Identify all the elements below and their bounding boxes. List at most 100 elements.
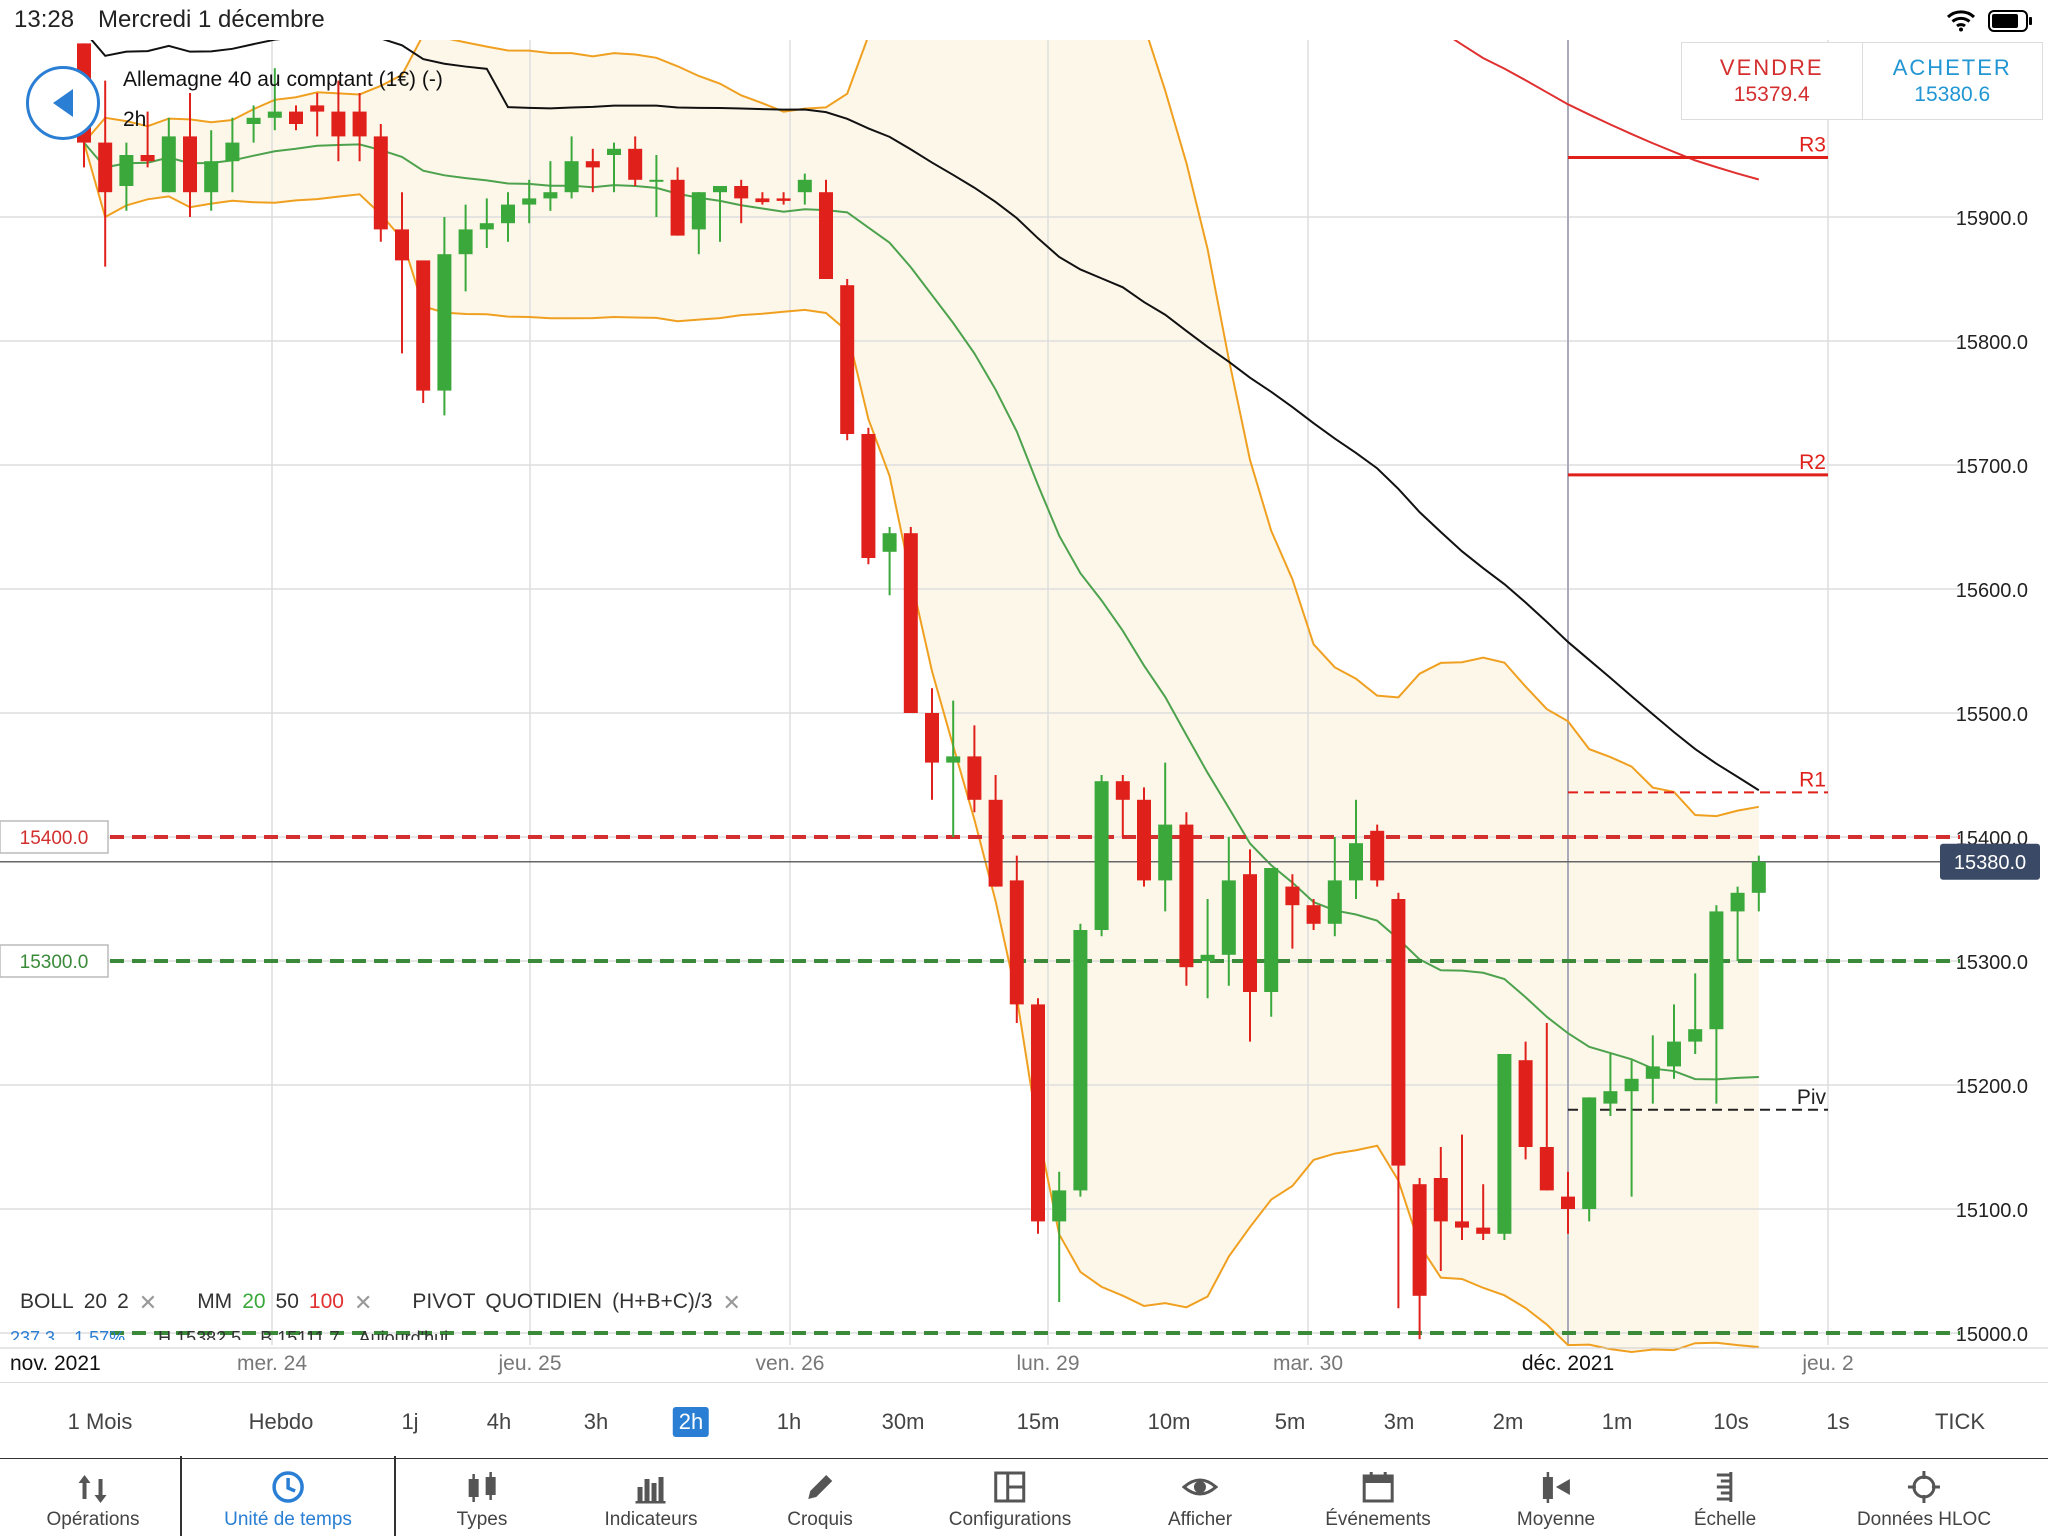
candle-body — [1391, 899, 1406, 1166]
candle-body — [1221, 880, 1236, 955]
nav-scale[interactable]: Échelle — [1694, 1459, 1756, 1537]
timeframe-30m[interactable]: 30m — [881, 1409, 925, 1434]
remove-pivot-icon[interactable]: ✕ — [722, 1290, 741, 1315]
price-chart[interactable]: R3 R2 R1 Piv 15400.0 15300.0 15000.0 15100.0 152… — [0, 40, 2048, 1380]
nav-crosshair[interactable]: Données HLOC — [1857, 1459, 1991, 1537]
candle-body — [1264, 868, 1279, 992]
nav-candles[interactable]: Types — [457, 1459, 507, 1537]
battery-icon — [1988, 10, 2032, 32]
timeframe-4h[interactable]: 4h — [486, 1409, 512, 1434]
candle-body — [988, 799, 1003, 887]
nav-active-highlight — [180, 1456, 396, 1536]
status-bar: 13:28 Mercredi 1 décembre — [0, 0, 2048, 40]
nav-label: Données HLOC — [1856, 1509, 1992, 1530]
candle-body — [183, 136, 197, 193]
nav-layout[interactable]: Configurations — [948, 1459, 1072, 1537]
status-date: Mercredi 1 décembre — [98, 6, 325, 33]
y-tick-label: 15000.0 — [1956, 1324, 2028, 1346]
sell-price: 15379.4 — [1733, 83, 1810, 106]
candle-body — [1603, 1091, 1618, 1104]
summary-pct: 1.57% — [74, 1328, 126, 1340]
y-tick-label: 15900.0 — [1956, 208, 2028, 230]
y-tick-label: 15500.0 — [1956, 704, 2028, 726]
nav-label: Croquis — [787, 1509, 853, 1530]
x-tick-label: ven. 26 — [756, 1352, 825, 1375]
candle-body — [522, 198, 537, 205]
candle-body — [861, 434, 876, 558]
remove-mm-icon[interactable]: ✕ — [353, 1290, 373, 1315]
nav-clock[interactable]: Unité de temps — [224, 1459, 352, 1537]
candle-body — [204, 161, 219, 193]
candle-body — [1052, 1190, 1067, 1222]
candle-body — [373, 136, 388, 230]
candle-body — [1285, 886, 1300, 906]
candle-body — [331, 111, 346, 137]
summary-high: H 15382.5 — [158, 1328, 242, 1340]
buy-button[interactable]: ACHETER 15380.6 — [1861, 43, 2043, 119]
candle-body — [98, 142, 113, 193]
nav-calendar[interactable]: Événements — [1325, 1459, 1431, 1537]
nav-arrows-updown[interactable]: Opérations — [47, 1459, 139, 1537]
mm-p1: 20 — [242, 1290, 266, 1313]
timeframe-1-mois[interactable]: 1 Mois — [67, 1409, 133, 1434]
sell-button[interactable]: VENDRE 15379.4 — [1682, 43, 1862, 119]
candle-body — [713, 186, 727, 193]
x-tick-label: mer. 24 — [237, 1352, 307, 1375]
boll-p2: 2 — [117, 1290, 129, 1313]
candle-body — [776, 198, 791, 201]
candle-body — [797, 179, 812, 193]
timeframe-1s[interactable]: 1s — [1826, 1409, 1850, 1434]
timeframe-10s[interactable]: 10s — [1713, 1409, 1749, 1434]
candle-body — [946, 756, 961, 763]
timeframe-tick[interactable]: TICK — [1934, 1409, 1986, 1434]
mm50-line — [90, 40, 1760, 792]
candle-body — [628, 148, 643, 180]
buy-label: ACHETER — [1892, 55, 2012, 80]
back-button[interactable] — [26, 66, 100, 140]
timeframe-1h[interactable]: 1h — [776, 1409, 802, 1434]
candle-body — [458, 229, 473, 255]
timeframe-1m[interactable]: 1m — [1601, 1409, 1633, 1434]
timeframe-hebdo[interactable]: Hebdo — [248, 1409, 314, 1434]
candle-body — [1433, 1178, 1448, 1222]
remove-boll-icon[interactable]: ✕ — [138, 1290, 158, 1315]
candle-body — [1349, 843, 1363, 881]
nav-average[interactable]: Moyenne — [1517, 1459, 1595, 1537]
candle-body — [1667, 1041, 1681, 1067]
timeframe-15m[interactable]: 15m — [1016, 1409, 1060, 1434]
nav-bars[interactable]: Indicateurs — [605, 1459, 697, 1537]
x-tick-label: jeu. 2 — [1801, 1352, 1853, 1375]
y-tick-label: 15300.0 — [1956, 952, 2028, 974]
order-tag-15400[interactable] — [0, 820, 109, 854]
timeframe-1j[interactable]: 1j — [401, 1409, 419, 1434]
candle-body — [1582, 1097, 1597, 1209]
candle-body — [734, 186, 749, 199]
nav-label: Configurations — [948, 1509, 1072, 1530]
order-tag-15300[interactable] — [0, 944, 109, 978]
nav-pencil[interactable]: Croquis — [787, 1459, 853, 1537]
timeframe-3m[interactable]: 3m — [1383, 1409, 1415, 1434]
status-time: 13:28 — [14, 6, 75, 33]
candle-body — [903, 533, 918, 713]
timeframe-3h[interactable]: 3h — [583, 1409, 609, 1434]
candle-body — [1243, 874, 1257, 992]
candle-body — [1327, 880, 1342, 924]
candle-body — [140, 155, 155, 162]
candle-body — [289, 111, 303, 124]
timeframe-2h[interactable]: 2h — [672, 1407, 710, 1437]
timeframe-5m[interactable]: 5m — [1274, 1409, 1306, 1434]
nav-eye[interactable]: Afficher — [1168, 1459, 1232, 1537]
candle-body — [1688, 1029, 1703, 1042]
triangle-left-icon — [53, 89, 73, 117]
crosshair-icon — [1908, 1471, 1940, 1503]
timeframe-10m[interactable]: 10m — [1147, 1409, 1191, 1434]
candle-body — [691, 192, 706, 230]
timeframe-2m[interactable]: 2m — [1492, 1409, 1524, 1434]
candle-body — [395, 229, 409, 261]
candle-body — [1645, 1066, 1660, 1079]
candle-body — [607, 148, 621, 155]
candle-body — [967, 756, 982, 800]
candle-body — [1730, 892, 1745, 912]
summary-low: B 15111.7 — [260, 1328, 340, 1340]
candle-body — [267, 111, 282, 118]
